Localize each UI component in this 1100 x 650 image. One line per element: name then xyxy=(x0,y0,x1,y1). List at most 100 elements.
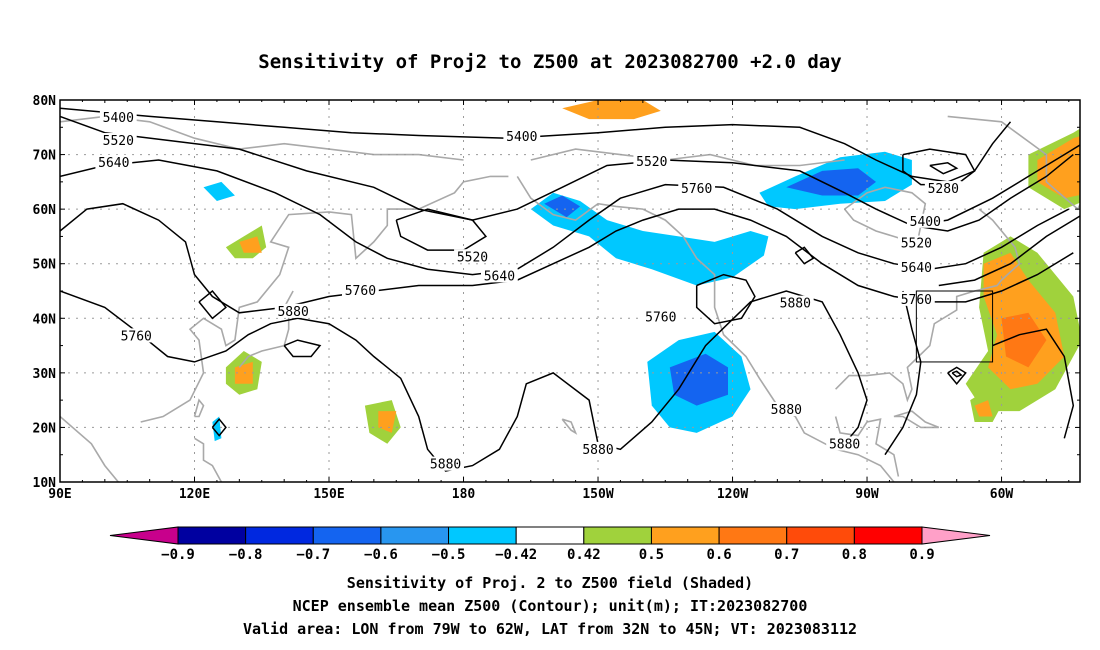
coast-alaska xyxy=(516,175,895,482)
lon-label: 180 xyxy=(452,487,476,502)
contour-label-bg xyxy=(642,309,680,324)
blob-mid-pacific-core xyxy=(378,411,397,433)
colorbar-label: 0.6 xyxy=(706,547,731,563)
contour-label: 5520 xyxy=(457,250,488,265)
lon-label: 60W xyxy=(990,487,1014,502)
colorbar-label: 0.5 xyxy=(639,547,664,563)
contour-label-bg xyxy=(906,213,944,228)
blob-gulf-alaska xyxy=(530,192,769,286)
contour-label-bg xyxy=(503,129,541,144)
colorbar-label: 0.8 xyxy=(842,547,867,563)
colorbar-box xyxy=(853,526,923,545)
blob-atlantic-dark-orange xyxy=(1001,312,1047,368)
coast-hawaii xyxy=(561,418,578,435)
lat-label: 30N xyxy=(33,367,57,382)
contour-label: 5640 xyxy=(901,261,932,276)
contour-label: 5640 xyxy=(484,269,515,284)
coast-gulf-mexico xyxy=(835,208,1021,403)
contour-label-bg xyxy=(117,328,155,343)
contour-5880-caribbean xyxy=(947,366,967,385)
colorbar-box xyxy=(650,526,720,545)
blob-north-pacific-arctic xyxy=(562,100,661,120)
lon-label: 90E xyxy=(48,487,71,502)
contour-label-bg xyxy=(480,268,518,283)
blob-canada-north-core xyxy=(786,168,876,196)
colorbar-box xyxy=(786,526,855,545)
blob-caribbean-core xyxy=(974,400,993,417)
blob-dateline-small xyxy=(203,181,235,201)
contour-label-bg xyxy=(897,260,935,275)
contour-label: 5880 xyxy=(277,305,308,320)
map-area: 5400 5520 5640 5400 5520 5640 5760 5880 5760 5520… xyxy=(60,100,1080,482)
figure-title: Sensitivity of Proj2 to Z500 at 20230827… xyxy=(258,51,841,73)
contour-label: 5880 xyxy=(582,443,613,458)
lat-label: 80N xyxy=(33,94,57,109)
contour-label-bg xyxy=(776,295,814,310)
colorbar-label: 0.42 xyxy=(567,547,601,563)
contour-label-bg xyxy=(579,441,617,456)
contour-label: 5400 xyxy=(910,215,941,230)
colorbar-label: 0.9 xyxy=(909,547,934,563)
contour-label-bg xyxy=(274,303,312,318)
contour-5280-low xyxy=(902,148,976,186)
contour-5520-low xyxy=(395,208,488,251)
contour-label: 5640 xyxy=(98,156,129,171)
contour-5280-core xyxy=(929,162,959,175)
contour-label-bg xyxy=(454,249,491,264)
caption-line-1: Sensitivity of Proj. 2 to Z500 field (Sh… xyxy=(347,574,753,592)
colorbar: −0.9 −0.8 −0.7 −0.6 −0.5 −0.42 0.42 0.5 0.6 0.7 0.… xyxy=(109,526,991,563)
lat-label: 60N xyxy=(33,203,57,218)
sensitivity-shading xyxy=(203,100,1080,444)
contour-label-bg xyxy=(826,436,864,451)
contour-label: 5400 xyxy=(506,130,537,145)
contour-label-bg xyxy=(427,456,464,471)
contour-labels: 5400 5520 5640 5400 5520 5640 5760 5880 5760 5520… xyxy=(95,110,962,473)
contour-label: 5880 xyxy=(780,297,811,312)
colorbar-box xyxy=(380,526,450,545)
colorbar-box xyxy=(515,526,585,545)
contour-label: 5760 xyxy=(681,182,712,197)
contour-label-bg xyxy=(341,283,379,298)
contour-5880-caribbean-inner xyxy=(951,370,963,378)
contour-label: 5880 xyxy=(771,403,802,418)
lon-label: 150E xyxy=(313,487,344,502)
lat-label: 70N xyxy=(33,149,57,164)
contour-label: 5760 xyxy=(345,284,376,299)
contour-label: 5880 xyxy=(430,458,461,473)
contour-label-bg xyxy=(897,235,935,250)
contour-label-bg xyxy=(95,154,133,169)
valid-area-box xyxy=(915,290,994,363)
colorbar-low-extend xyxy=(109,526,179,545)
contour-label-bg xyxy=(924,181,962,196)
contour-5880-high-w xyxy=(198,289,227,320)
contour-label-bg xyxy=(99,110,137,125)
lat-label: 40N xyxy=(33,312,57,327)
contour-5880-main xyxy=(60,290,868,472)
lat-label: 10N xyxy=(33,476,57,491)
contour-label: 5760 xyxy=(645,310,676,325)
contour-5880-east xyxy=(884,290,922,456)
colorbar-label: −0.9 xyxy=(161,547,195,563)
blob-japan-orange xyxy=(239,236,262,253)
colorbar-high-extend xyxy=(921,526,991,545)
contour-5880-atl-east xyxy=(992,328,1075,439)
colorbar-label: −0.7 xyxy=(296,547,330,563)
lon-label: 150W xyxy=(582,487,613,502)
caption-line-3: Valid area: LON from 79W to 62W, LAT fro… xyxy=(243,620,857,638)
contour-label-bg xyxy=(633,153,671,168)
contour-5400-west xyxy=(60,107,1012,183)
contour-label: 5880 xyxy=(829,437,860,452)
contour-label: 5760 xyxy=(121,329,152,344)
contour-5880-highs xyxy=(283,339,322,358)
colorbar-box xyxy=(448,526,517,545)
caption-line-2: NCEP ensemble mean Z500 (Contour); unit(… xyxy=(293,597,808,615)
contour-5880-bubble xyxy=(794,246,815,265)
lon-label: 120E xyxy=(179,487,210,502)
contour-5760-east xyxy=(938,215,1080,287)
colorbar-box xyxy=(245,526,314,545)
colorbar-label: −0.5 xyxy=(432,547,466,563)
contour-label: 5280 xyxy=(928,182,959,197)
colorbar-box xyxy=(583,526,652,545)
coast-philippines xyxy=(194,437,223,482)
